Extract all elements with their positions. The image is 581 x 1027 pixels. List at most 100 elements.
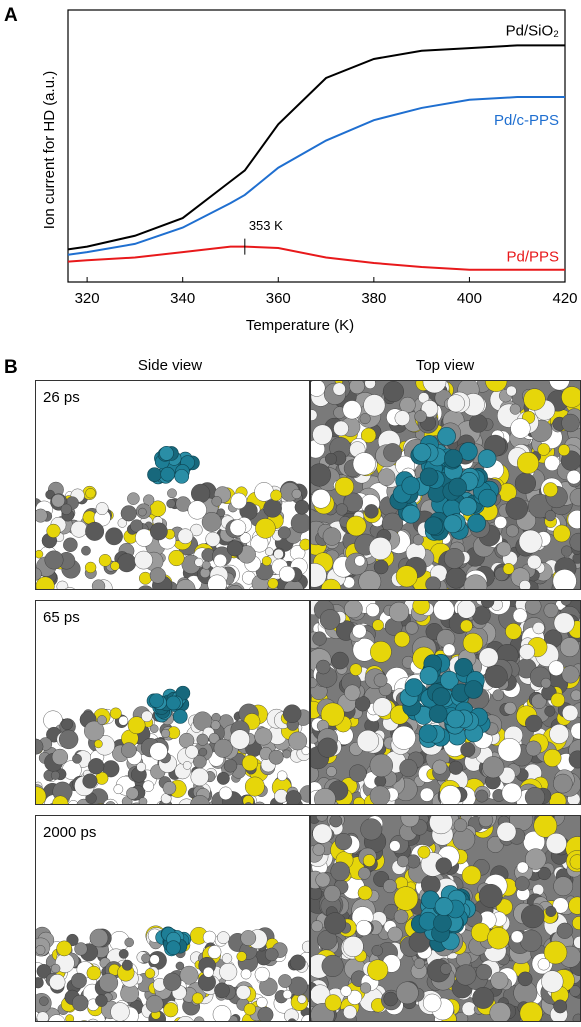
atom [384, 992, 398, 1006]
atom [543, 483, 557, 497]
atom [562, 705, 578, 721]
atom [344, 600, 362, 618]
panel-label: A [4, 5, 18, 26]
atom [71, 521, 87, 537]
atom [191, 768, 209, 786]
atom [358, 867, 370, 879]
pd-atom [459, 497, 477, 515]
atom [265, 548, 273, 556]
atom [560, 638, 579, 657]
atom [370, 786, 390, 806]
pd-atom [166, 696, 180, 710]
atom [361, 819, 383, 841]
atom [176, 962, 184, 970]
pd-atom [420, 667, 438, 685]
atom [141, 954, 150, 963]
atom [258, 1007, 274, 1022]
pd-atom [147, 468, 161, 482]
atom [331, 862, 350, 881]
atom [418, 846, 430, 858]
atom [490, 1002, 511, 1022]
atom [356, 920, 372, 936]
atom [237, 952, 247, 962]
atom [51, 964, 60, 973]
pd-atom [413, 444, 431, 462]
pd-atom [468, 514, 486, 532]
atom [87, 966, 101, 980]
atom [324, 913, 346, 935]
atom [119, 716, 128, 725]
atom [395, 411, 410, 426]
atom [479, 884, 502, 907]
atom [141, 711, 152, 722]
atom [217, 932, 229, 944]
atom [290, 955, 306, 971]
atom [202, 512, 221, 531]
atom [517, 452, 539, 474]
atom [125, 938, 134, 947]
atom [37, 1012, 49, 1022]
atom [525, 787, 545, 807]
atom [352, 624, 366, 638]
atom [383, 879, 396, 892]
atom [150, 523, 167, 540]
atom [349, 765, 366, 782]
atom [389, 602, 409, 622]
atom [88, 758, 104, 774]
series-line [68, 45, 565, 249]
atom [57, 581, 68, 592]
atom [336, 504, 348, 516]
atom [396, 566, 417, 587]
atom [295, 500, 309, 514]
atom [433, 760, 447, 774]
atom [554, 877, 573, 896]
column-header: Top view [416, 357, 475, 374]
atom [390, 841, 401, 852]
atom [242, 755, 258, 771]
atom [126, 787, 138, 799]
pd-atom [161, 467, 175, 481]
atom [167, 499, 176, 508]
atom [506, 525, 518, 537]
atom [283, 750, 291, 758]
atom [388, 927, 403, 942]
atom [81, 546, 90, 555]
series-line [68, 97, 565, 255]
atom [366, 603, 379, 616]
atom [504, 702, 516, 714]
atom [286, 790, 302, 806]
atom [231, 493, 247, 509]
atom [139, 572, 151, 584]
atom [161, 729, 170, 738]
atom [524, 389, 546, 411]
atom [262, 556, 271, 565]
figure: A B Side view Top view Temperature (K) I… [0, 0, 581, 1022]
atom [241, 969, 251, 979]
atom [176, 579, 195, 598]
atom [370, 641, 391, 662]
atom [444, 548, 464, 568]
atom [291, 513, 311, 533]
atom [549, 724, 568, 743]
atom [47, 524, 61, 538]
atom [567, 470, 581, 484]
atom [94, 740, 102, 748]
atom [372, 945, 383, 956]
atom [289, 732, 307, 750]
atom [510, 404, 521, 415]
atom [506, 386, 516, 396]
atom [219, 787, 232, 800]
atom [469, 414, 487, 432]
atom [119, 949, 128, 958]
atom [414, 958, 425, 969]
atom [333, 383, 346, 396]
snapshot-image [29, 380, 317, 611]
atom [446, 568, 467, 589]
atom [190, 795, 209, 814]
atom [325, 995, 341, 1011]
atom [199, 748, 207, 756]
atom [372, 620, 383, 631]
atom [274, 549, 284, 559]
atom [346, 516, 366, 536]
atom [479, 813, 493, 827]
